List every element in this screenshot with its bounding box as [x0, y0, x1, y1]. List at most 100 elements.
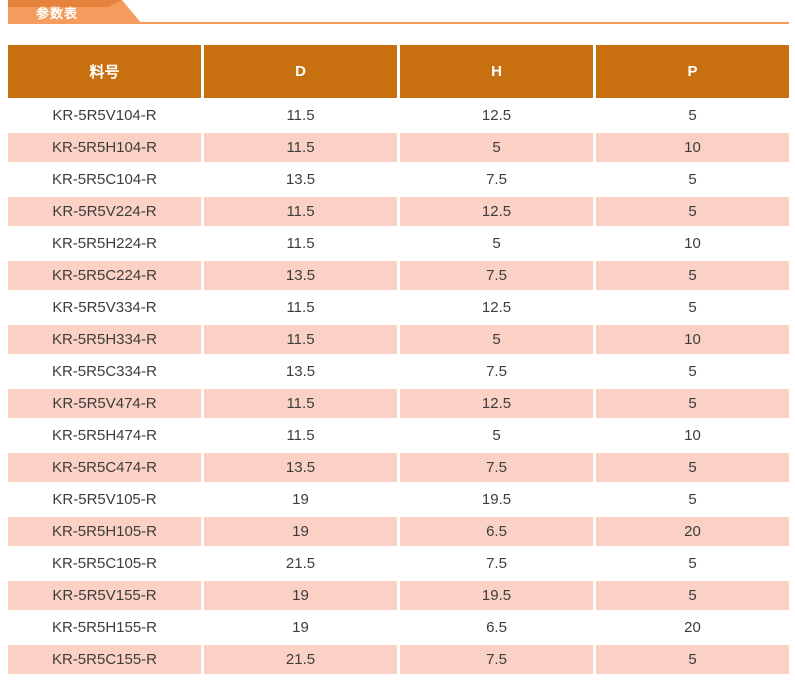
- cell-part-number: KR-5R5C474-R: [8, 453, 201, 482]
- column-header-part-number: 料号: [8, 45, 201, 98]
- cell-value: 12.5: [400, 389, 593, 418]
- cell-value: 6.5: [400, 517, 593, 546]
- table-row: KR-5R5C334-R 13.5 7.5 5: [8, 357, 789, 386]
- cell-value: 20: [596, 613, 789, 642]
- table-row: KR-5R5V334-R 11.5 12.5 5: [8, 293, 789, 322]
- cell-value: 5: [596, 197, 789, 226]
- cell-value: 19.5: [400, 485, 593, 514]
- cell-value: 10: [596, 133, 789, 162]
- cell-value: 5: [400, 133, 593, 162]
- cell-value: 11.5: [204, 229, 397, 258]
- cell-value: 5: [596, 293, 789, 322]
- cell-part-number: KR-5R5C155-R: [8, 645, 201, 674]
- cell-value: 5: [596, 389, 789, 418]
- cell-part-number: KR-5R5V105-R: [8, 485, 201, 514]
- cell-value: 19.5: [400, 581, 593, 610]
- cell-value: 12.5: [400, 197, 593, 226]
- tab-ribbon-fold: [8, 0, 122, 7]
- cell-part-number: KR-5R5H474-R: [8, 421, 201, 450]
- cell-value: 7.5: [400, 453, 593, 482]
- cell-value: 7.5: [400, 357, 593, 386]
- table-header-row: 料号 D H P: [8, 45, 789, 98]
- cell-value: 11.5: [204, 389, 397, 418]
- cell-value: 13.5: [204, 453, 397, 482]
- cell-value: 7.5: [400, 645, 593, 674]
- cell-value: 5: [596, 549, 789, 578]
- cell-value: 19: [204, 581, 397, 610]
- cell-value: 5: [596, 165, 789, 194]
- cell-part-number: KR-5R5C105-R: [8, 549, 201, 578]
- parameters-section: 料号 D H P KR-5R5V104-R 11.5 12.5 5 KR-5R5H104…: [5, 42, 792, 677]
- table-row: KR-5R5V105-R 19 19.5 5: [8, 485, 789, 514]
- parameters-table: 料号 D H P KR-5R5V104-R 11.5 12.5 5 KR-5R5H104…: [5, 42, 792, 677]
- cell-part-number: KR-5R5V155-R: [8, 581, 201, 610]
- cell-part-number: KR-5R5H334-R: [8, 325, 201, 354]
- cell-value: 5: [596, 261, 789, 290]
- cell-value: 10: [596, 325, 789, 354]
- cell-value: 13.5: [204, 165, 397, 194]
- cell-value: 19: [204, 485, 397, 514]
- column-header-d: D: [204, 45, 397, 98]
- cell-part-number: KR-5R5C334-R: [8, 357, 201, 386]
- cell-value: 21.5: [204, 645, 397, 674]
- cell-value: 12.5: [400, 101, 593, 130]
- cell-value: 13.5: [204, 357, 397, 386]
- cell-value: 6.5: [400, 613, 593, 642]
- cell-value: 20: [596, 517, 789, 546]
- cell-part-number: KR-5R5V334-R: [8, 293, 201, 322]
- cell-value: 5: [400, 325, 593, 354]
- cell-value: 5: [596, 581, 789, 610]
- cell-value: 10: [596, 229, 789, 258]
- cell-part-number: KR-5R5H155-R: [8, 613, 201, 642]
- table-row: KR-5R5H474-R 11.5 5 10: [8, 421, 789, 450]
- cell-value: 7.5: [400, 165, 593, 194]
- cell-value: 7.5: [400, 549, 593, 578]
- column-header-h: H: [400, 45, 593, 98]
- cell-value: 10: [596, 421, 789, 450]
- cell-part-number: KR-5R5H104-R: [8, 133, 201, 162]
- table-body: KR-5R5V104-R 11.5 12.5 5 KR-5R5H104-R 11.5 5 10…: [8, 101, 789, 674]
- table-row: KR-5R5C105-R 21.5 7.5 5: [8, 549, 789, 578]
- table-row: KR-5R5H334-R 11.5 5 10: [8, 325, 789, 354]
- cell-value: 11.5: [204, 133, 397, 162]
- cell-value: 19: [204, 613, 397, 642]
- cell-part-number: KR-5R5V474-R: [8, 389, 201, 418]
- cell-value: 11.5: [204, 421, 397, 450]
- cell-value: 11.5: [204, 293, 397, 322]
- cell-value: 11.5: [204, 197, 397, 226]
- table-row: KR-5R5V104-R 11.5 12.5 5: [8, 101, 789, 130]
- cell-value: 5: [596, 453, 789, 482]
- cell-part-number: KR-5R5C104-R: [8, 165, 201, 194]
- table-row: KR-5R5H104-R 11.5 5 10: [8, 133, 789, 162]
- table-row: KR-5R5C474-R 13.5 7.5 5: [8, 453, 789, 482]
- cell-part-number: KR-5R5H105-R: [8, 517, 201, 546]
- cell-value: 5: [596, 485, 789, 514]
- cell-value: 5: [596, 645, 789, 674]
- cell-value: 19: [204, 517, 397, 546]
- section-tab: 参数表: [0, 0, 795, 26]
- cell-value: 12.5: [400, 293, 593, 322]
- cell-part-number: KR-5R5H224-R: [8, 229, 201, 258]
- cell-value: 21.5: [204, 549, 397, 578]
- table-row: KR-5R5V474-R 11.5 12.5 5: [8, 389, 789, 418]
- cell-value: 5: [400, 421, 593, 450]
- cell-value: 11.5: [204, 325, 397, 354]
- table-row: KR-5R5H224-R 11.5 5 10: [8, 229, 789, 258]
- table-row: KR-5R5V155-R 19 19.5 5: [8, 581, 789, 610]
- column-header-p: P: [596, 45, 789, 98]
- cell-value: 7.5: [400, 261, 593, 290]
- cell-value: 11.5: [204, 101, 397, 130]
- table-row: KR-5R5C224-R 13.5 7.5 5: [8, 261, 789, 290]
- section-title: 参数表: [36, 6, 79, 21]
- cell-value: 13.5: [204, 261, 397, 290]
- cell-value: 5: [400, 229, 593, 258]
- table-row: KR-5R5H105-R 19 6.5 20: [8, 517, 789, 546]
- cell-part-number: KR-5R5C224-R: [8, 261, 201, 290]
- table-row: KR-5R5V224-R 11.5 12.5 5: [8, 197, 789, 226]
- tab-underline: [8, 22, 789, 24]
- cell-part-number: KR-5R5V104-R: [8, 101, 201, 130]
- table-row: KR-5R5H155-R 19 6.5 20: [8, 613, 789, 642]
- table-row: KR-5R5C155-R 21.5 7.5 5: [8, 645, 789, 674]
- cell-value: 5: [596, 357, 789, 386]
- cell-part-number: KR-5R5V224-R: [8, 197, 201, 226]
